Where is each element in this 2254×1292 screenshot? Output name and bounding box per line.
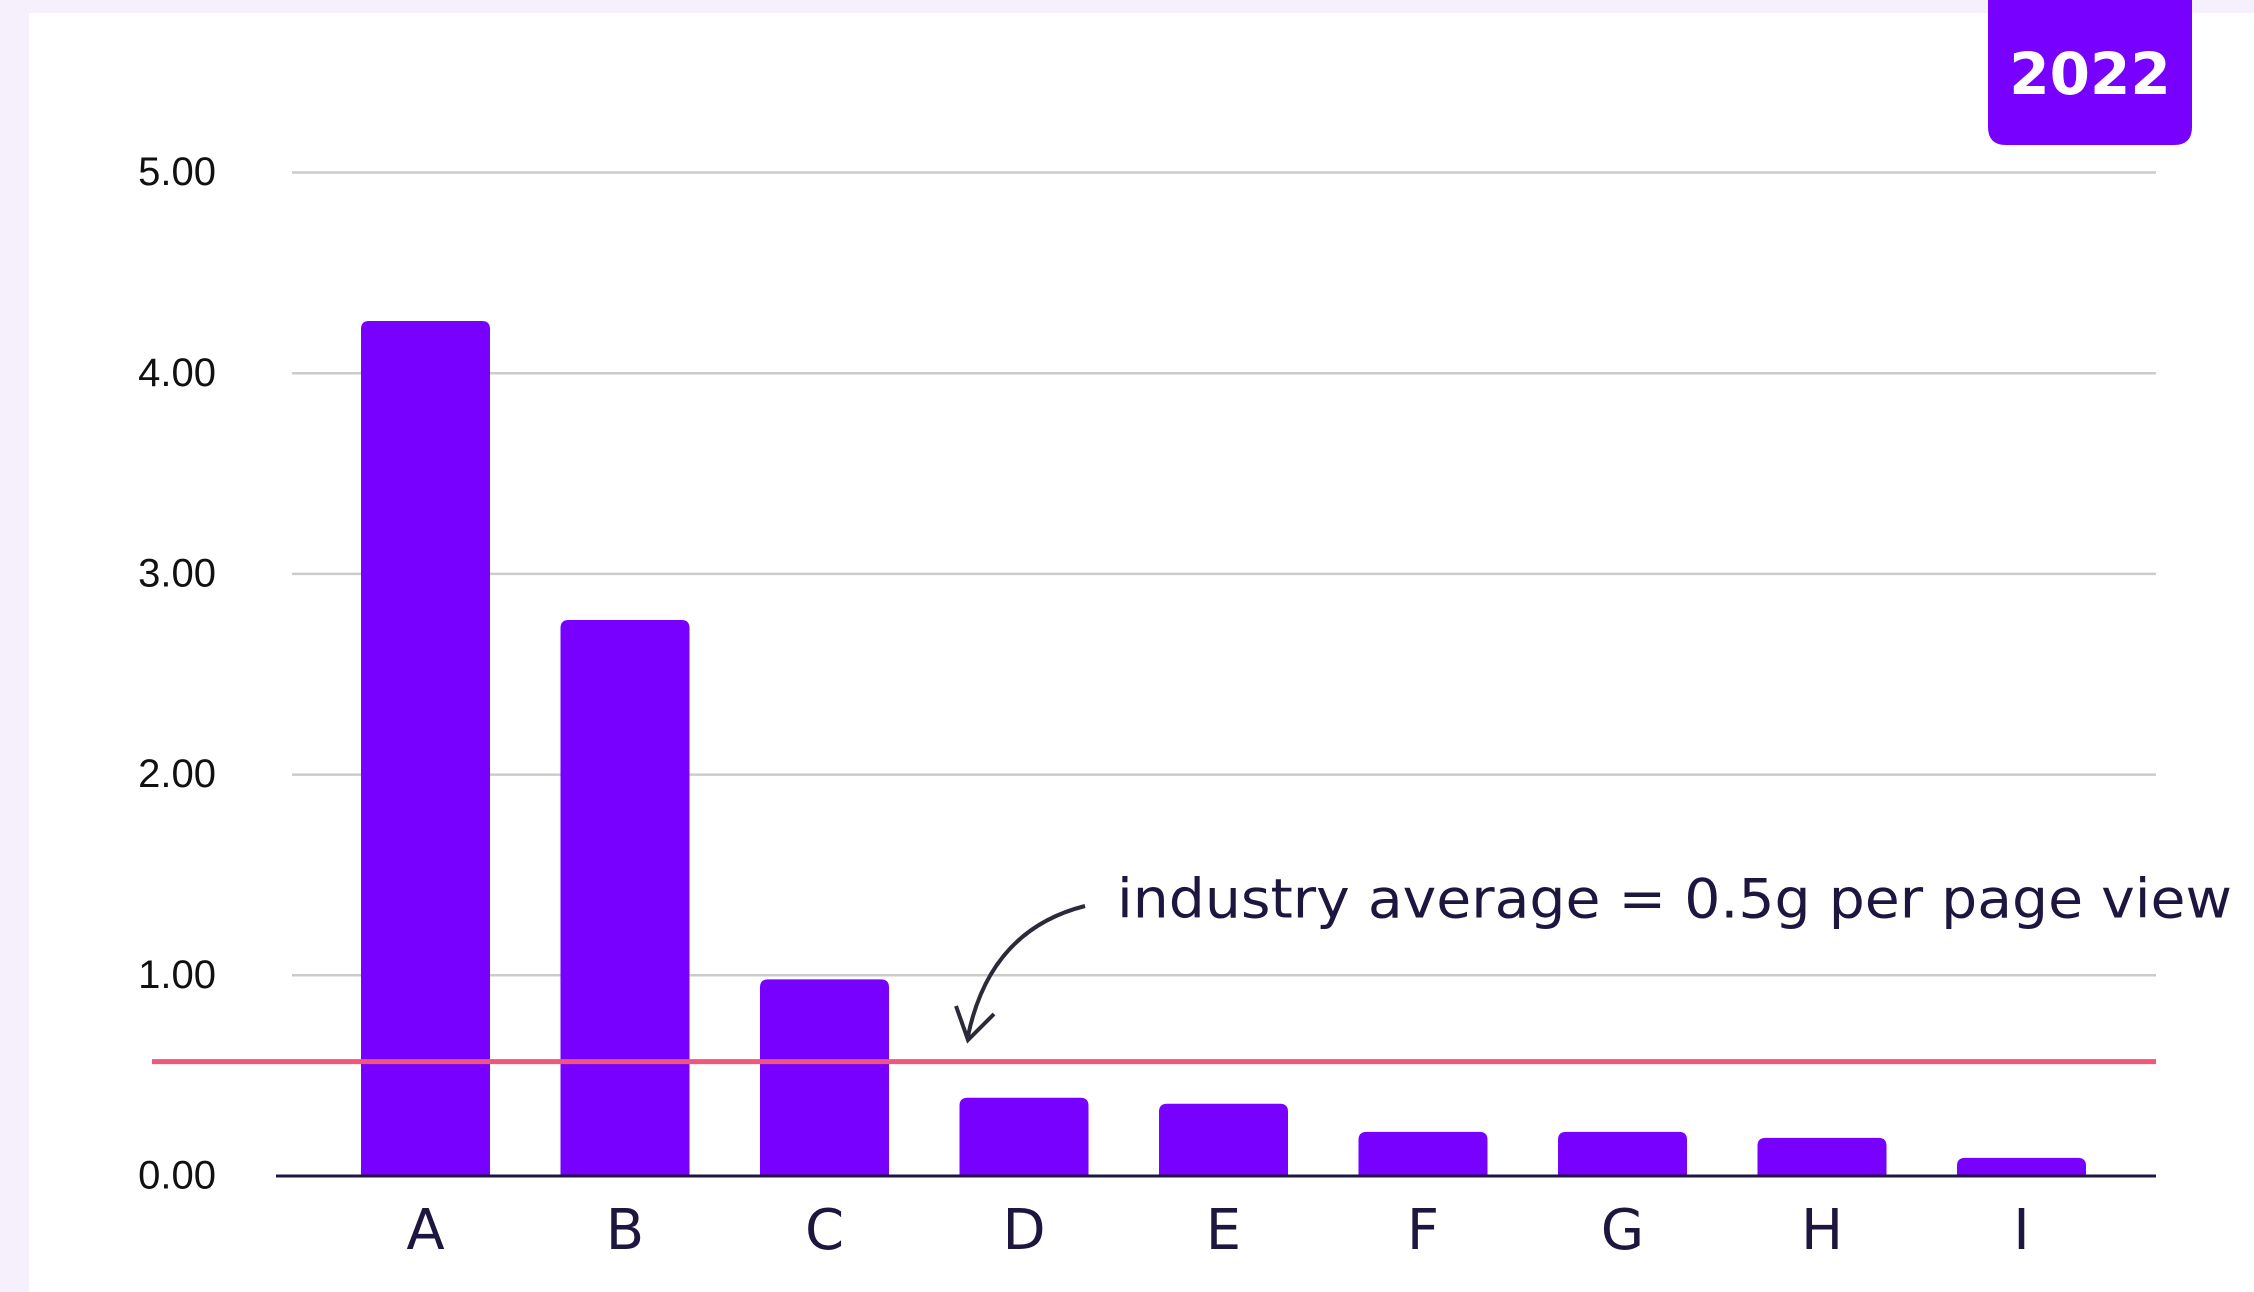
x-tick-label: D (1002, 1198, 1045, 1263)
bar (361, 321, 490, 1176)
y-tick-label: 1.00 (138, 953, 216, 997)
x-tick-label: C (805, 1198, 844, 1263)
y-tick-label: 4.00 (138, 351, 216, 395)
badge-label: 2022 (2009, 40, 2170, 108)
x-tick-label: A (406, 1198, 444, 1263)
arrow (966, 904, 1086, 1037)
arrow-head (954, 1005, 996, 1044)
x-tick-label: H (1801, 1198, 1843, 1263)
x-tick-label: I (2013, 1198, 2030, 1263)
bar (1159, 1103, 1288, 1176)
x-tick-label: B (606, 1198, 644, 1263)
y-tick-label: 0.00 (138, 1154, 216, 1198)
y-tick-label: 5.00 (138, 150, 216, 194)
bar (959, 1097, 1089, 1176)
bar (560, 620, 690, 1176)
x-tick-label: G (1601, 1198, 1644, 1263)
bar (1358, 1131, 1488, 1176)
badge-box (1988, 0, 2192, 145)
bar (1558, 1131, 1687, 1176)
x-tick-label: E (1206, 1198, 1241, 1263)
y-tick-label: 3.00 (138, 551, 216, 595)
x-tick-label: F (1407, 1198, 1439, 1263)
bar (1957, 1157, 2086, 1176)
y-tick-label: 2.00 (138, 752, 216, 796)
annotation: industry average = 0.5g per page view (1117, 868, 2232, 931)
bar (1757, 1137, 1887, 1176)
bar (760, 979, 889, 1176)
